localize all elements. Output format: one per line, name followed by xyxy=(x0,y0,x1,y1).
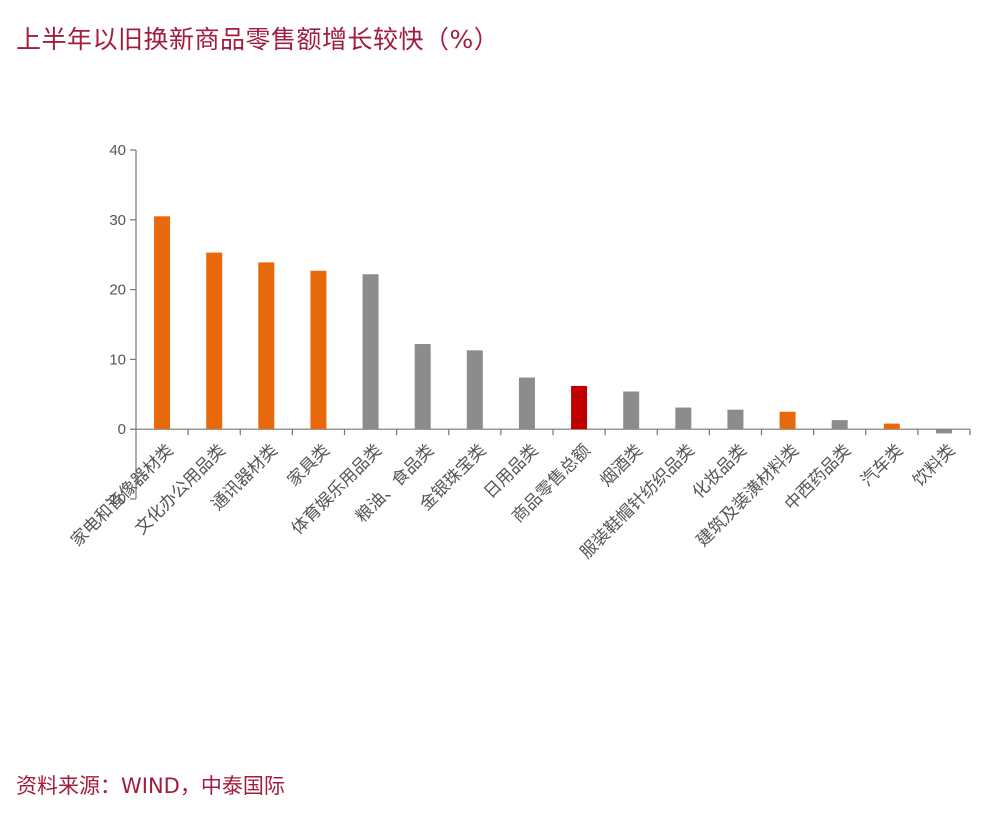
bar xyxy=(206,252,223,430)
bar xyxy=(362,274,379,430)
y-axis: 40 30 20 10 0 -10 xyxy=(104,142,137,508)
bar xyxy=(623,391,640,430)
bar xyxy=(883,423,900,430)
category-label: 体育娱乐用品类 xyxy=(288,441,386,539)
category-label: 饮料类 xyxy=(909,441,959,491)
bar xyxy=(571,385,588,430)
y-tick-label: 30 xyxy=(109,212,126,229)
y-tick-label: 40 xyxy=(109,142,126,159)
bar xyxy=(518,377,535,430)
bar xyxy=(258,262,275,430)
chart-title: 上半年以旧换新商品零售额增长较快（%） xyxy=(16,25,500,54)
bar xyxy=(154,216,171,430)
x-axis xyxy=(136,428,971,436)
bar xyxy=(727,409,744,430)
bar xyxy=(779,411,796,430)
category-label: 汽车类 xyxy=(857,441,907,491)
bar xyxy=(466,350,483,430)
y-tick-label: 0 xyxy=(118,421,126,438)
bar xyxy=(414,344,431,430)
y-tick-label: 20 xyxy=(109,282,126,299)
category-label: 家具类 xyxy=(284,441,334,491)
source-note: 资料来源：WIND，中泰国际 xyxy=(16,774,285,798)
bar xyxy=(831,420,848,430)
bar xyxy=(935,429,952,434)
category-label: 烟酒类 xyxy=(597,441,647,491)
y-tick-label: 10 xyxy=(109,351,126,368)
bar xyxy=(310,270,327,430)
y-tick-label: -10 xyxy=(104,491,126,508)
bar xyxy=(675,407,692,430)
category-label: 文化办公用品类 xyxy=(131,441,229,539)
bars xyxy=(154,216,952,434)
